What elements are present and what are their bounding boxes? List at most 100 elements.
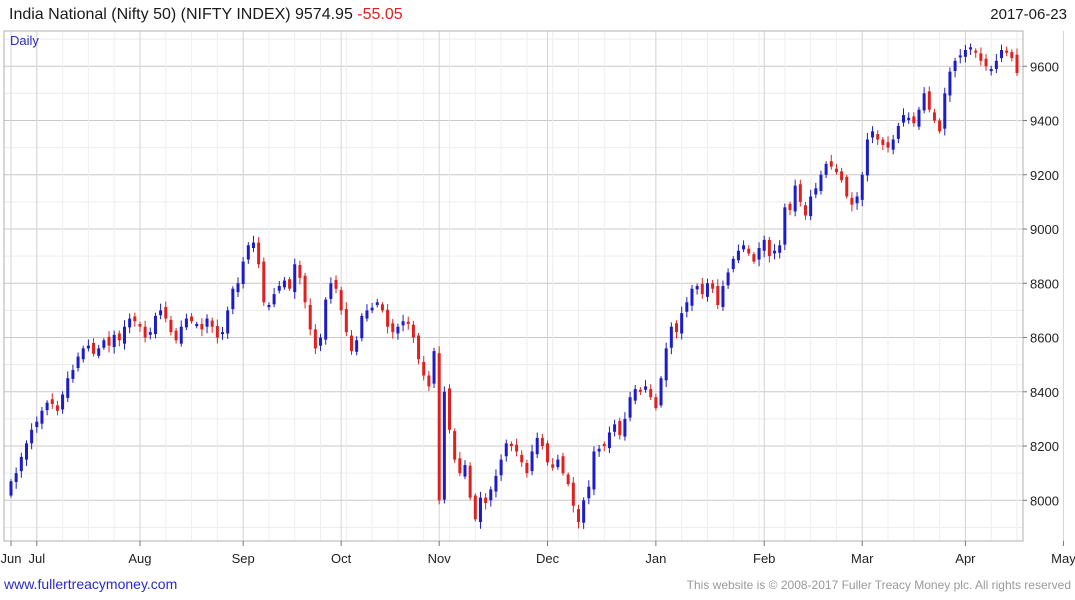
candle <box>246 242 250 264</box>
x-tick-label: Mar <box>851 551 874 566</box>
candle <box>711 280 715 294</box>
candle <box>855 192 859 210</box>
candle <box>865 133 869 182</box>
candle <box>530 444 534 476</box>
candle <box>515 438 519 457</box>
y-tick-label: 8600 <box>1030 331 1059 346</box>
candle-body <box>726 272 730 286</box>
candle-body <box>55 405 59 411</box>
candle-body <box>277 286 281 291</box>
candle-body <box>705 283 709 297</box>
candle <box>556 454 560 470</box>
candle <box>793 179 797 217</box>
candle-body <box>442 391 446 500</box>
candle-body <box>386 309 390 327</box>
candle <box>370 302 374 314</box>
candle-body <box>824 163 828 175</box>
site-link[interactable]: www.fullertreacymoney.com <box>4 576 178 592</box>
candle <box>520 450 524 467</box>
candle <box>1010 49 1014 62</box>
candle-body <box>685 302 689 312</box>
candle-body <box>963 49 967 57</box>
candle-body <box>370 307 374 311</box>
candle <box>613 419 617 437</box>
candle-body <box>520 454 524 463</box>
candle-body <box>829 161 833 167</box>
candle-body <box>138 323 142 327</box>
candle-body <box>344 309 348 333</box>
candle-body <box>798 184 802 202</box>
candle-body <box>375 302 379 305</box>
chart-header: India National (Nifty 50) (NIFTY INDEX) … <box>0 0 1075 30</box>
candle-body <box>133 316 137 322</box>
candle-body <box>695 286 699 290</box>
candle <box>153 312 157 339</box>
candle-body <box>153 315 157 335</box>
candle-body <box>324 299 328 340</box>
candle <box>504 439 508 462</box>
candle-body <box>448 388 452 430</box>
candle <box>231 286 235 315</box>
candle <box>453 428 457 463</box>
candle <box>236 277 240 297</box>
candle <box>458 452 462 477</box>
candle-body <box>938 120 942 132</box>
candle-body <box>200 323 204 330</box>
candle <box>700 277 704 300</box>
candle-body <box>659 378 663 406</box>
candle <box>757 242 761 267</box>
candle <box>473 493 477 522</box>
candle-body <box>504 443 508 457</box>
candle-body <box>231 288 235 310</box>
y-axis: 8000 8200 8400 8600 8800 9000 9200 9400 9600 <box>1023 59 1059 508</box>
candle-body <box>334 279 338 289</box>
candle <box>143 320 147 343</box>
candle <box>731 256 735 273</box>
candle-body <box>566 474 570 485</box>
candle <box>210 317 214 333</box>
candle-body <box>174 330 178 341</box>
candle <box>721 280 725 311</box>
x-tick-label: Nov <box>428 551 452 566</box>
candle-body <box>427 375 431 387</box>
candle <box>644 380 648 393</box>
candle <box>463 460 467 480</box>
candle <box>876 130 880 145</box>
candle <box>298 260 302 285</box>
candle <box>917 106 921 130</box>
candle-body <box>164 307 168 319</box>
candle-body <box>257 242 261 265</box>
x-tick-label: Oct <box>331 551 352 566</box>
candle <box>386 304 390 334</box>
candle-body <box>241 261 245 284</box>
candle <box>190 312 194 324</box>
candle <box>365 304 369 322</box>
candle-body <box>473 495 477 520</box>
candle <box>551 458 555 471</box>
candle <box>200 318 204 337</box>
candle <box>509 441 513 452</box>
candle <box>313 324 317 355</box>
candle-body <box>664 348 668 381</box>
candle <box>546 440 550 466</box>
candle-body <box>902 115 906 123</box>
candle <box>71 364 75 383</box>
candle <box>411 320 415 343</box>
candle-body <box>262 261 266 303</box>
candle-body <box>669 326 673 348</box>
candle <box>860 171 864 207</box>
candle-body <box>509 443 513 447</box>
candle-body <box>184 318 188 328</box>
candle-body <box>19 456 23 472</box>
candle-body <box>50 399 54 405</box>
candle <box>943 87 947 136</box>
candle <box>902 108 906 127</box>
candle <box>19 452 23 478</box>
candle-body <box>587 486 591 499</box>
candle <box>406 316 410 330</box>
candle-body <box>819 174 823 192</box>
candle-body <box>618 420 622 436</box>
candle <box>798 179 802 207</box>
candle <box>834 163 838 175</box>
candle <box>1005 46 1009 57</box>
